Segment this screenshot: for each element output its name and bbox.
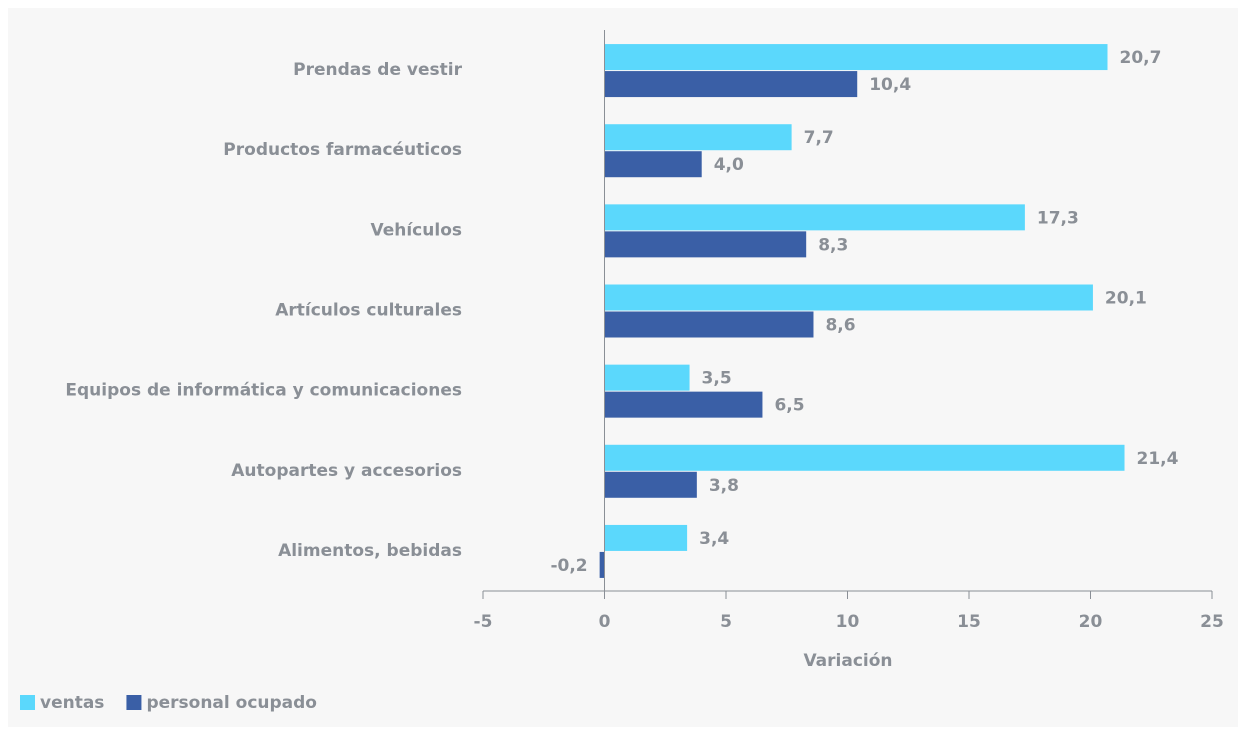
value-label: 10,4	[869, 75, 911, 95]
x-tick-label: 25	[1200, 612, 1224, 632]
bar	[604, 364, 690, 391]
value-label: 20,1	[1105, 289, 1147, 309]
bar	[604, 151, 702, 178]
bar	[604, 391, 763, 418]
value-label: 6,5	[774, 396, 804, 416]
y-tick-label: Equipos de informática y comunicaciones	[65, 381, 462, 401]
bar	[599, 551, 605, 578]
x-tick-label: 5	[720, 612, 732, 632]
bar	[604, 524, 688, 551]
value-label: 17,3	[1037, 208, 1079, 228]
bar	[604, 471, 697, 498]
bar	[604, 124, 792, 151]
x-tick-label: 15	[957, 612, 981, 632]
bar	[604, 231, 807, 258]
legend-swatch	[20, 695, 35, 710]
y-tick-label: Autopartes y accesorios	[231, 461, 462, 481]
value-label: 3,8	[709, 476, 739, 496]
value-label: 3,5	[702, 369, 732, 389]
bar	[604, 444, 1125, 471]
bar	[604, 204, 1025, 231]
bar	[604, 284, 1093, 311]
y-tick-label: Alimentos, bebidas	[278, 541, 462, 561]
y-tick-label: Productos farmacéuticos	[223, 140, 462, 160]
x-axis-label: Variación	[803, 651, 892, 671]
bar	[604, 311, 814, 338]
value-label: 4,0	[714, 155, 744, 175]
bar	[604, 44, 1108, 71]
value-label: 21,4	[1137, 449, 1179, 469]
x-tick-label: -5	[474, 612, 493, 632]
x-tick-label: 0	[599, 612, 611, 632]
value-label: 3,4	[699, 529, 729, 549]
bar	[604, 71, 858, 98]
x-tick-label: 10	[836, 612, 860, 632]
value-label: 8,6	[825, 316, 855, 336]
legend-swatch	[126, 695, 142, 710]
x-tick-label: 20	[1079, 612, 1103, 632]
value-label: 8,3	[818, 235, 848, 255]
legend-label: personal ocupado	[146, 693, 317, 713]
value-label: 20,7	[1120, 48, 1162, 68]
y-tick-label: Prendas de vestir	[293, 60, 462, 80]
y-tick-label: Artículos culturales	[275, 301, 462, 321]
y-tick-label: Vehículos	[371, 220, 463, 240]
legend-label: ventas	[40, 693, 104, 713]
value-label: 7,7	[804, 128, 834, 148]
value-label: -0,2	[550, 556, 587, 576]
